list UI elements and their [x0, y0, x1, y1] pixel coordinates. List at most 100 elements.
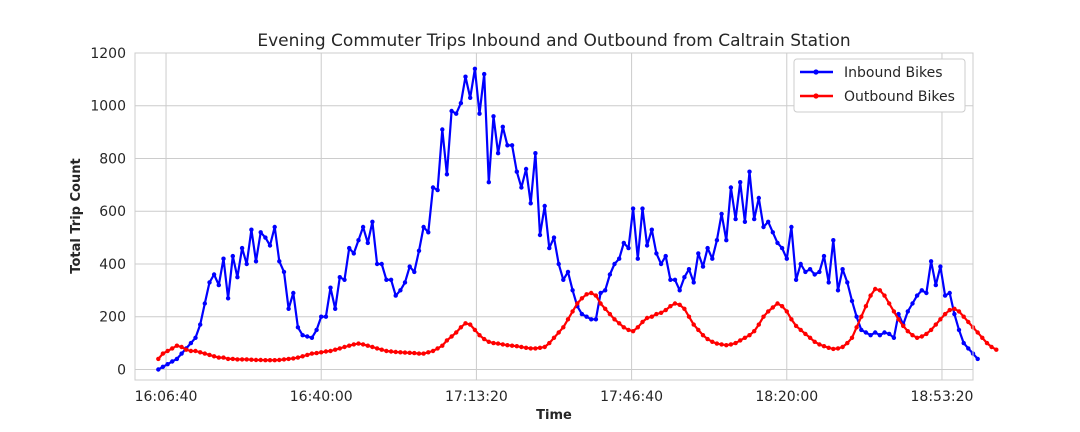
data-point [426, 350, 431, 355]
x-tick-label: 17:46:40 [600, 389, 663, 405]
data-point [928, 259, 934, 264]
data-point [747, 333, 752, 338]
data-point [677, 288, 682, 293]
data-point [235, 275, 240, 280]
data-point [435, 187, 440, 193]
data-point [561, 325, 566, 330]
data-point [468, 95, 473, 101]
data-point [365, 240, 370, 246]
data-point [463, 321, 468, 326]
data-point [174, 356, 180, 362]
data-point [202, 351, 207, 356]
data-point [370, 219, 375, 224]
data-point [156, 367, 161, 372]
data-point [281, 357, 287, 362]
data-point [980, 335, 985, 340]
data-point [859, 314, 864, 319]
data-point [742, 335, 748, 340]
data-point [849, 335, 855, 340]
data-point [333, 306, 338, 311]
data-point [752, 216, 757, 222]
data-point [551, 235, 557, 240]
data-point [537, 232, 543, 238]
data-point [654, 311, 659, 317]
data-point [542, 203, 547, 209]
data-point [323, 349, 329, 354]
data-point [635, 325, 640, 330]
data-point [221, 355, 226, 360]
data-point [928, 327, 934, 333]
data-point [351, 251, 356, 256]
data-point [374, 346, 380, 351]
data-point [211, 272, 217, 277]
data-point [249, 357, 254, 362]
data-point [668, 277, 673, 282]
data-point [319, 314, 324, 319]
data-point [221, 256, 226, 261]
data-point [388, 349, 394, 354]
data-point [910, 333, 915, 338]
data-point [826, 345, 831, 350]
data-point [719, 342, 724, 347]
data-point [193, 348, 198, 354]
data-point [444, 338, 450, 343]
data-point [575, 301, 580, 306]
data-point [505, 143, 510, 148]
data-point [598, 301, 603, 306]
data-point [347, 245, 352, 251]
data-point [593, 293, 599, 298]
data-point [211, 354, 217, 359]
data-point [756, 322, 761, 327]
data-point [365, 343, 370, 348]
data-point [812, 272, 817, 277]
data-point [300, 333, 305, 338]
data-point [798, 261, 803, 267]
data-point [947, 290, 952, 296]
series-lines [156, 66, 999, 372]
data-point [589, 317, 594, 322]
data-point [961, 340, 966, 346]
legend: Inbound Bikes Outbound Bikes [793, 58, 966, 113]
data-point [188, 340, 194, 346]
data-point [244, 261, 249, 267]
data-point [724, 343, 729, 348]
data-point [584, 314, 589, 319]
data-point [579, 311, 585, 317]
data-point [793, 277, 799, 282]
data-point [388, 277, 394, 282]
data-point [351, 342, 356, 347]
data-point [328, 285, 333, 290]
data-point [393, 293, 398, 298]
data-point [184, 347, 189, 352]
data-point [630, 206, 636, 211]
data-point [207, 352, 212, 358]
data-point [319, 350, 324, 355]
data-point [244, 357, 249, 362]
data-point [347, 343, 352, 348]
data-point [887, 301, 892, 306]
data-point [626, 327, 631, 333]
data-point [160, 364, 166, 369]
data-point [779, 304, 785, 309]
data-point [784, 256, 789, 261]
data-point [584, 292, 589, 297]
data-point [807, 267, 813, 272]
data-point [603, 306, 608, 311]
data-point [472, 66, 478, 72]
data-point [775, 301, 780, 306]
data-point [882, 330, 887, 335]
data-point [612, 317, 617, 322]
data-point [477, 111, 482, 116]
data-point [752, 329, 757, 334]
data-point [956, 309, 962, 314]
data-point [333, 347, 338, 352]
data-point [491, 340, 496, 346]
data-point [491, 114, 496, 119]
data-point [914, 335, 920, 340]
data-point [565, 269, 571, 275]
data-point [728, 342, 734, 347]
data-point [598, 290, 603, 296]
data-point [938, 264, 943, 269]
data-point [533, 346, 538, 351]
data-point [384, 348, 389, 354]
